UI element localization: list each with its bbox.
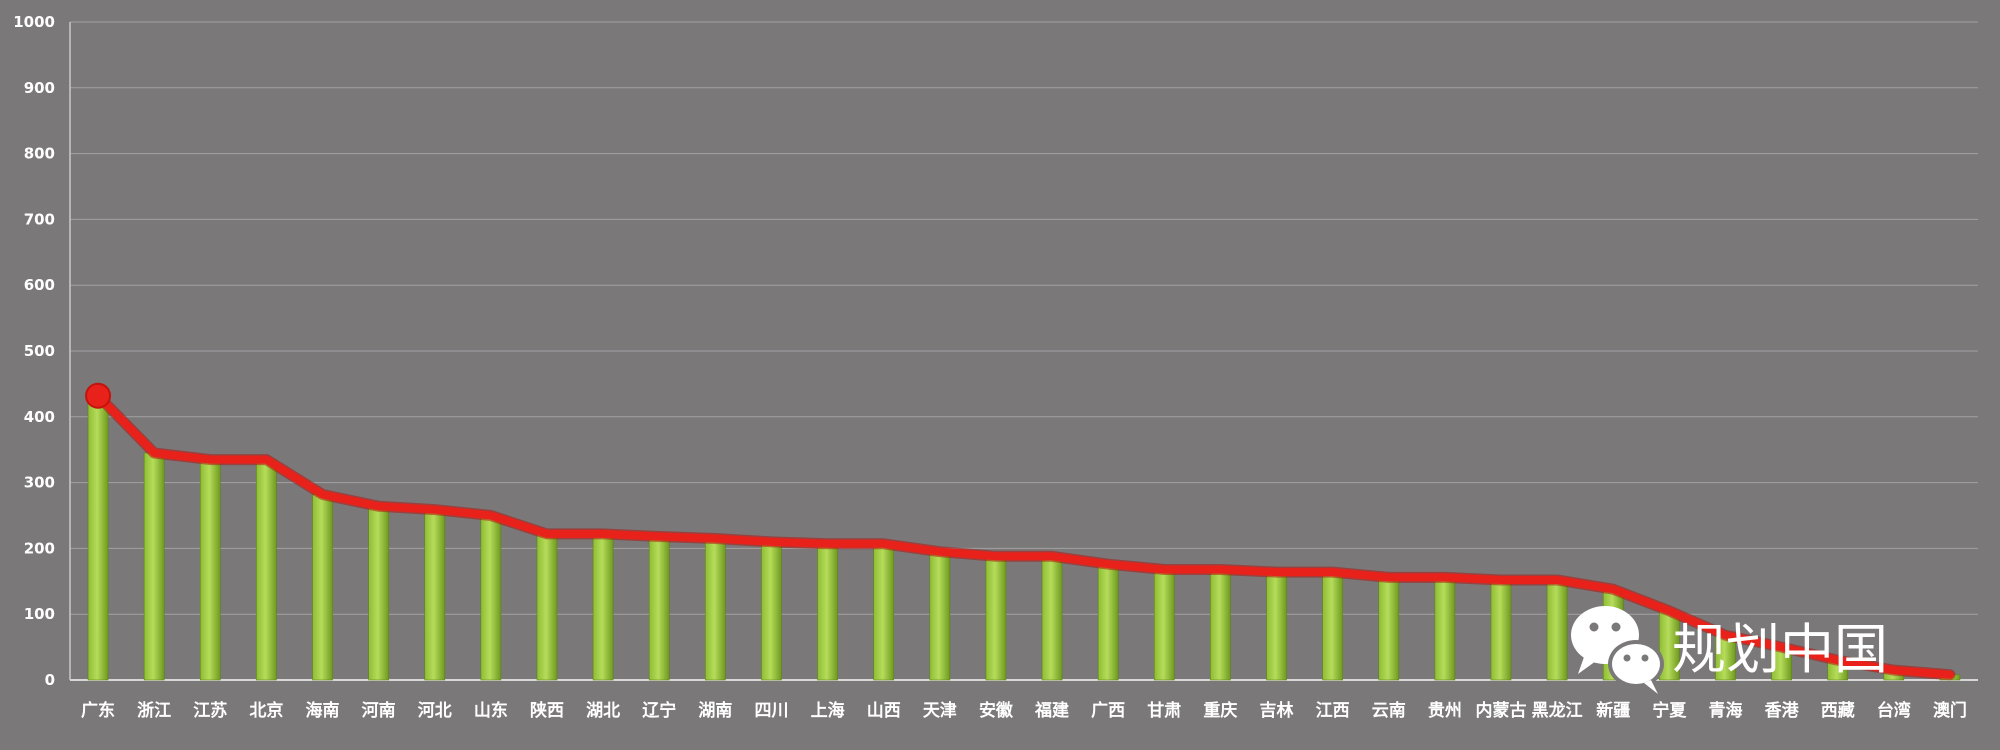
y-tick-label: 400: [24, 408, 55, 426]
x-tick-label: 云南: [1372, 700, 1406, 721]
bar: [873, 543, 895, 681]
y-tick-label: 0: [45, 671, 55, 689]
x-tick-label: 江苏: [193, 700, 227, 721]
bar: [705, 538, 726, 681]
x-tick-label: 青海: [1708, 700, 1742, 721]
y-axis-ticks: 0 100 200 300 400 500 600 700 800 900 1000: [13, 13, 55, 689]
x-tick-label: 黑龙江: [1532, 700, 1583, 721]
bar: [1490, 579, 1512, 681]
x-tick-label: 上海: [811, 700, 845, 721]
bar: [1153, 569, 1175, 681]
bar: [143, 452, 165, 681]
watermark: 规划中国: [1571, 606, 1888, 694]
bar: [1434, 577, 1456, 681]
y-tick-label: 200: [24, 539, 55, 557]
x-tick-label: 澳门: [1933, 700, 1967, 721]
watermark-text: 规划中国: [1672, 618, 1888, 681]
trend-line-point: [85, 382, 112, 409]
x-tick-label: 广西: [1091, 700, 1125, 721]
x-tick-label: 湖南: [698, 700, 732, 721]
x-tick-label: 江西: [1316, 701, 1350, 721]
bar: [1546, 579, 1568, 681]
x-tick-label: 内蒙古: [1476, 700, 1527, 721]
bar: [199, 459, 221, 681]
y-tick-label: 1000: [13, 13, 55, 31]
x-tick-label: 山东: [474, 700, 508, 721]
x-tick-label: 贵州: [1428, 700, 1462, 721]
y-tick-label: 100: [24, 605, 55, 623]
wechat-logo-icon: [1571, 606, 1664, 694]
x-tick-label: 西藏: [1821, 701, 1855, 721]
bar: [1378, 577, 1400, 681]
bar: [592, 533, 614, 681]
gridlines: [69, 21, 1978, 681]
x-tick-label: 香港: [1765, 700, 1800, 721]
bar: [817, 543, 838, 681]
bar: [480, 515, 502, 681]
y-tick-label: 700: [24, 210, 55, 228]
x-tick-label: 河南: [362, 700, 396, 721]
x-tick-label: 宁夏: [1652, 700, 1687, 721]
bar: [1266, 571, 1287, 681]
x-tick-label: 北京: [249, 700, 283, 721]
x-tick-label: 福建: [1034, 700, 1069, 721]
x-tick-label: 湖北: [586, 701, 620, 721]
x-tick-label: 吉林: [1260, 700, 1294, 721]
bar: [1097, 563, 1119, 681]
x-tick-label: 天津: [923, 700, 957, 721]
bar: [536, 533, 558, 681]
bar: [368, 505, 389, 681]
bar: [87, 395, 109, 681]
bar: [424, 509, 446, 681]
x-tick-label: 台湾: [1877, 700, 1911, 721]
bar: [929, 551, 951, 681]
bar: [1322, 571, 1343, 681]
y-tick-label: 600: [24, 276, 55, 294]
bar: [1210, 569, 1231, 681]
bar: [648, 536, 670, 681]
x-tick-label: 浙江: [137, 700, 171, 721]
x-axis-labels: 广东 浙江 江苏 北京 海南 河南 河北 山东 陕西 湖北 辽宁 湖南 四川 上海 山西 天津 安徽 福建 广西 甘肃…: [81, 700, 1967, 721]
bars: [87, 395, 1961, 681]
trend-line: [85, 382, 1956, 681]
x-tick-label: 辽宁: [642, 700, 676, 721]
bar: [1041, 555, 1063, 681]
x-tick-label: 广东: [81, 700, 115, 721]
x-tick-label: 重庆: [1203, 700, 1237, 721]
x-tick-label: 甘肃: [1147, 700, 1181, 721]
y-tick-label: 900: [24, 79, 55, 97]
trend-line-path: [94, 391, 1954, 679]
bar: [761, 541, 782, 681]
y-tick-label: 300: [24, 474, 55, 492]
bar: [256, 459, 277, 681]
x-tick-label: 山西: [867, 701, 901, 721]
y-tick-label: 800: [24, 145, 55, 163]
y-tick-label: 500: [24, 342, 55, 360]
bar: [312, 494, 333, 681]
x-tick-label: 安徽: [979, 700, 1014, 721]
x-tick-label: 陕西: [530, 700, 564, 721]
bar: [985, 555, 1007, 681]
x-tick-label: 河北: [418, 701, 452, 721]
x-tick-label: 新疆: [1596, 700, 1630, 721]
x-tick-label: 海南: [306, 700, 340, 721]
x-tick-label: 四川: [754, 701, 788, 721]
